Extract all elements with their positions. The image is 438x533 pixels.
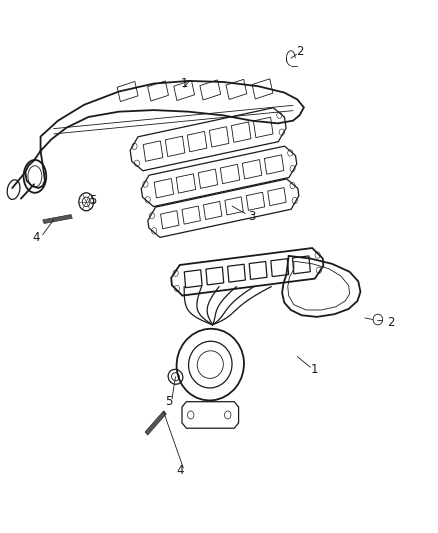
Text: 4: 4 — [176, 464, 184, 477]
Text: 4: 4 — [32, 231, 40, 244]
Text: 1: 1 — [311, 364, 318, 376]
Polygon shape — [43, 215, 72, 223]
Text: 3: 3 — [248, 209, 255, 223]
Text: 5: 5 — [89, 193, 96, 207]
Text: 1: 1 — [180, 77, 188, 90]
Text: 2: 2 — [387, 316, 395, 329]
Text: 5: 5 — [165, 395, 173, 408]
Polygon shape — [145, 411, 166, 435]
Text: 2: 2 — [296, 45, 303, 58]
